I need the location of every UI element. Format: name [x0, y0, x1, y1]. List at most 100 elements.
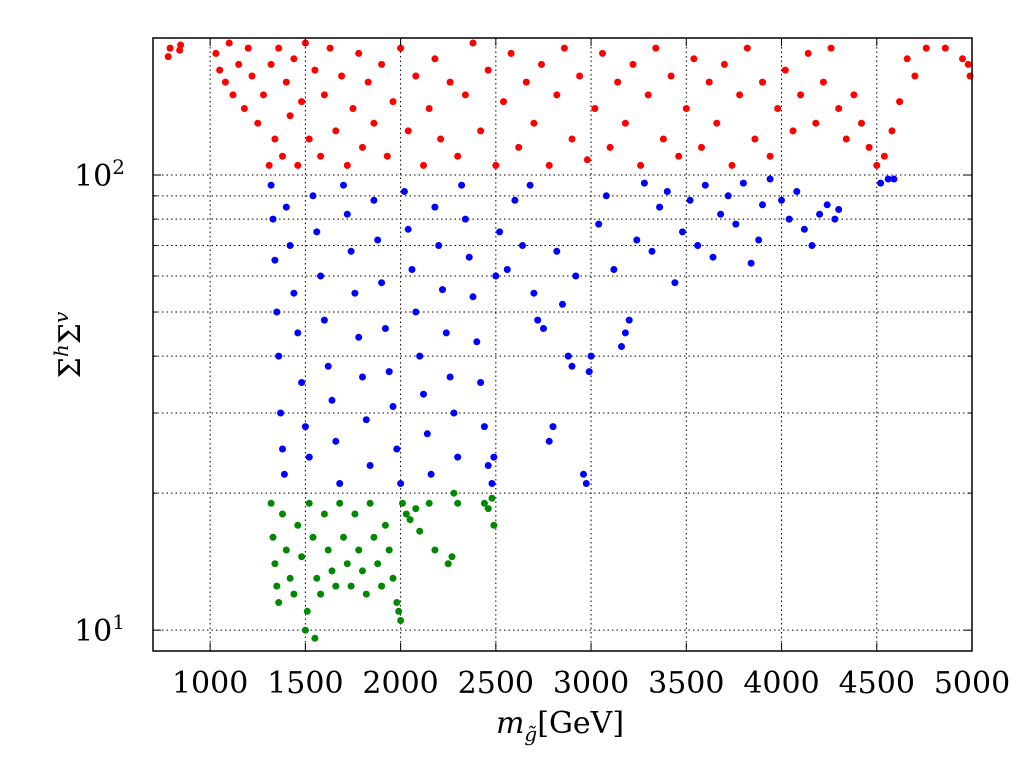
data-point [355, 546, 363, 554]
data-point [378, 279, 386, 287]
data-point [903, 55, 911, 63]
data-point [454, 453, 462, 461]
data-point [724, 192, 732, 200]
data-point [437, 135, 445, 143]
data-point [587, 352, 595, 360]
data-point [637, 161, 645, 169]
data-point [416, 527, 424, 535]
data-point [347, 247, 355, 255]
data-point [633, 236, 641, 244]
data-point [383, 152, 391, 160]
data-point [400, 188, 408, 195]
data-point [454, 152, 462, 160]
data-point [522, 78, 530, 86]
data-point [374, 236, 382, 244]
data-point [404, 127, 412, 135]
data-point [271, 135, 279, 143]
data-point [816, 210, 824, 218]
data-point [282, 78, 290, 86]
data-point [473, 338, 481, 346]
data-point [582, 480, 590, 487]
data-point [328, 396, 336, 404]
x-tick-label: 2500 [458, 666, 534, 701]
data-point [766, 175, 774, 183]
data-point [477, 379, 485, 386]
data-point [701, 181, 709, 189]
data-point [553, 91, 561, 99]
data-point [530, 289, 538, 297]
data-point [298, 553, 306, 561]
data-point [709, 253, 717, 261]
data-point [271, 560, 279, 568]
data-point [629, 60, 637, 68]
data-point [290, 590, 298, 598]
data-point [488, 494, 496, 502]
data-point [492, 272, 500, 280]
data-point [406, 516, 414, 524]
data-point [911, 72, 919, 80]
data-point [347, 582, 355, 590]
data-point [534, 316, 542, 324]
data-point [774, 105, 782, 112]
data-point [484, 462, 492, 469]
data-point [395, 607, 403, 615]
data-point [559, 300, 566, 308]
data-point [389, 574, 397, 582]
data-point [446, 373, 454, 381]
y-tick-label: 101 [74, 610, 125, 649]
data-point [280, 470, 288, 478]
data-point [640, 179, 648, 187]
data-point [343, 560, 351, 568]
data-point [397, 480, 405, 487]
data-point [720, 60, 728, 68]
data-point [450, 489, 458, 497]
data-point [553, 247, 561, 255]
data-point [503, 266, 511, 273]
data-point [572, 272, 580, 280]
data-point [743, 44, 751, 52]
data-point [164, 53, 172, 61]
data-point [804, 49, 812, 57]
data-point [812, 119, 820, 127]
data-point [511, 196, 519, 204]
data-point [332, 127, 340, 135]
data-point [659, 135, 667, 143]
data-point [652, 44, 660, 52]
data-point [717, 210, 725, 218]
data-point [275, 599, 283, 606]
data-point [480, 499, 488, 507]
data-point [340, 533, 347, 541]
data-point [298, 98, 306, 106]
data-point [177, 41, 185, 49]
data-point [349, 105, 357, 112]
data-point [469, 293, 477, 301]
data-point [311, 634, 319, 642]
data-point [959, 55, 966, 63]
data-point [751, 135, 759, 143]
data-point [294, 161, 302, 169]
data-point [667, 72, 675, 80]
data-point [381, 325, 389, 332]
data-point [591, 105, 599, 112]
data-point [797, 91, 805, 99]
data-point [808, 242, 816, 249]
data-point [835, 206, 843, 213]
data-point [404, 225, 412, 233]
data-point [800, 225, 808, 233]
data-point [216, 66, 224, 74]
data-point [389, 403, 397, 410]
data-point [679, 228, 686, 236]
data-point [273, 308, 281, 316]
data-point [484, 505, 492, 513]
data-point [366, 499, 374, 507]
data-point [320, 316, 328, 324]
data-point [298, 379, 306, 386]
data-point [580, 470, 587, 478]
data-point [896, 98, 904, 106]
data-point [279, 445, 286, 453]
data-point [269, 215, 277, 223]
data-point [309, 192, 317, 200]
data-point [359, 373, 366, 381]
data-point [621, 119, 629, 127]
